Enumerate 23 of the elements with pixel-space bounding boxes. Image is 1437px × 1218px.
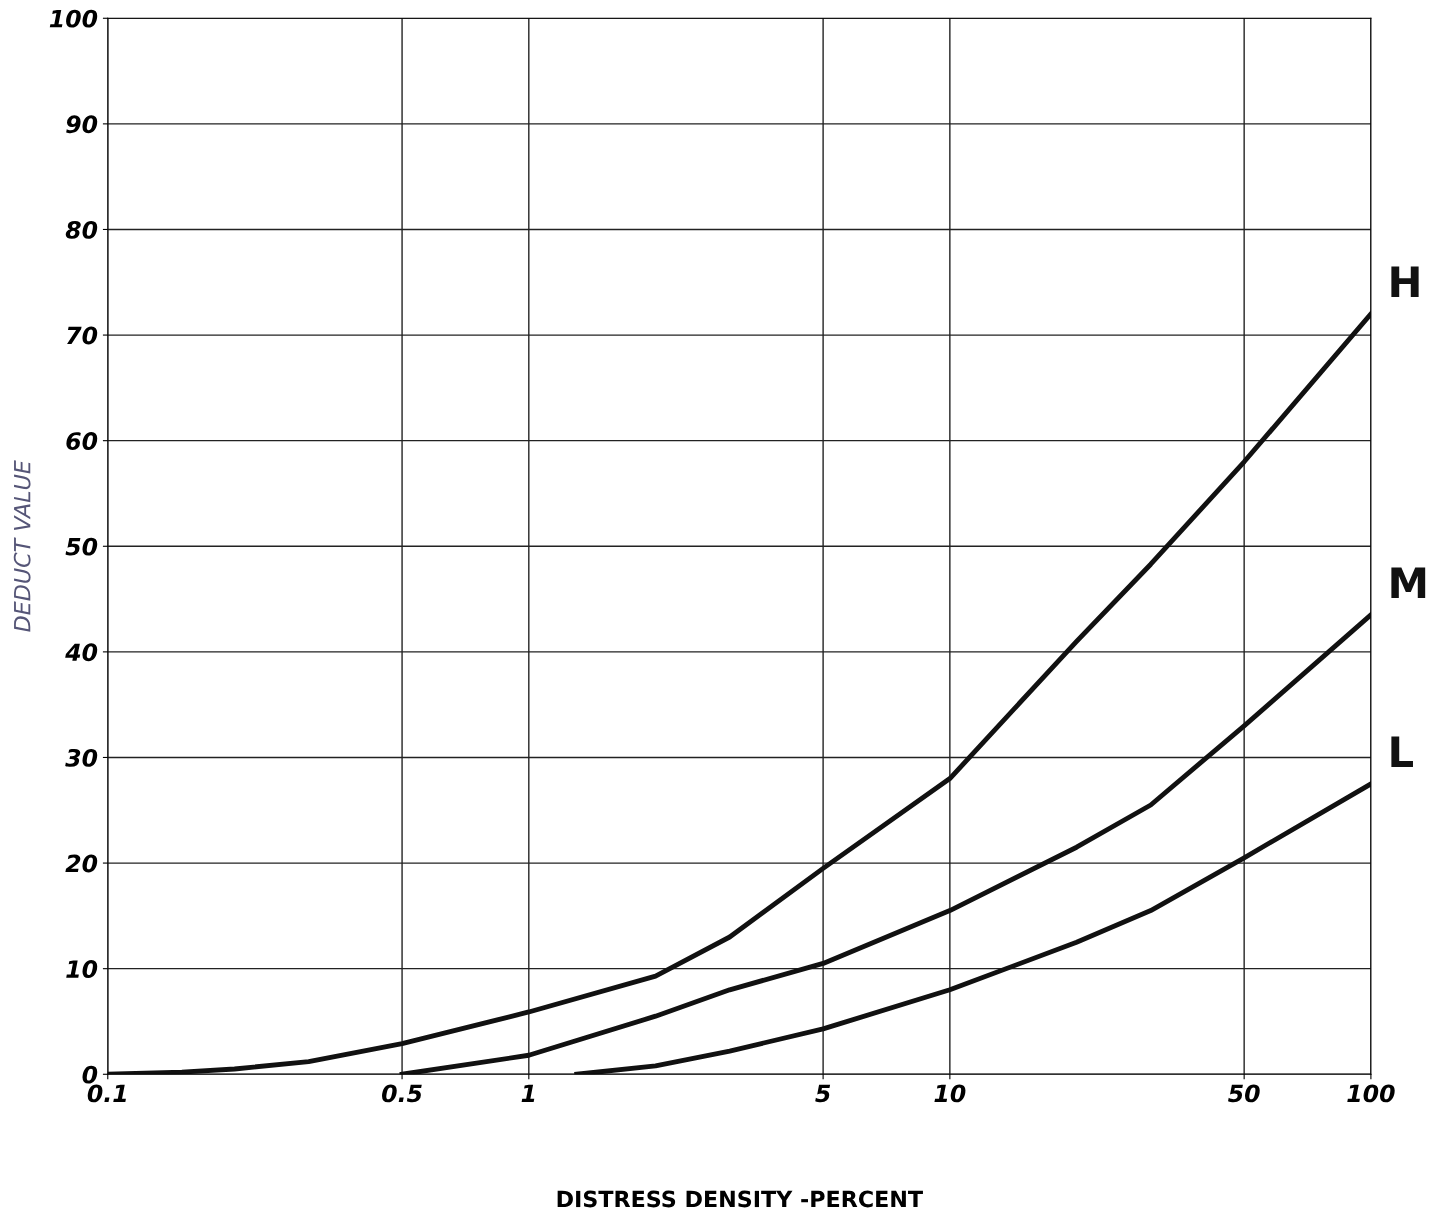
y-tick-label: 30: [65, 748, 98, 767]
y-tick-label: 10: [66, 960, 98, 978]
y-tick-label: 40: [65, 643, 98, 662]
series-label: H: [1391, 266, 1419, 297]
y-tick-label: 70: [67, 326, 98, 345]
y-tick-label: 50: [65, 537, 98, 556]
x-tick-label: 0.5: [382, 1084, 422, 1103]
y-tick-label: 20: [65, 854, 98, 873]
x-tick-label: 100: [1347, 1084, 1395, 1103]
series-label: L: [1391, 736, 1413, 767]
y-tick-label: 60: [66, 432, 98, 450]
x-tick-label: 1: [521, 1084, 535, 1102]
x-tick-label: 5: [815, 1084, 831, 1103]
x-tick-label: 50: [1228, 1084, 1260, 1103]
y-axis-title: DEDUCT VALUE: [13, 460, 31, 632]
x-axis-title: DISTRESS DENSITY -PERCENT: [557, 1190, 923, 1208]
y-tick-label: 100: [49, 9, 98, 28]
y-tick-label: 90: [66, 115, 98, 134]
y-tick-label: 80: [65, 220, 98, 239]
x-tick-label: 10: [934, 1084, 966, 1103]
series-label: M: [1391, 567, 1426, 598]
y-tick-label: 0: [82, 1065, 98, 1084]
x-tick-label: 0.1: [87, 1084, 126, 1103]
